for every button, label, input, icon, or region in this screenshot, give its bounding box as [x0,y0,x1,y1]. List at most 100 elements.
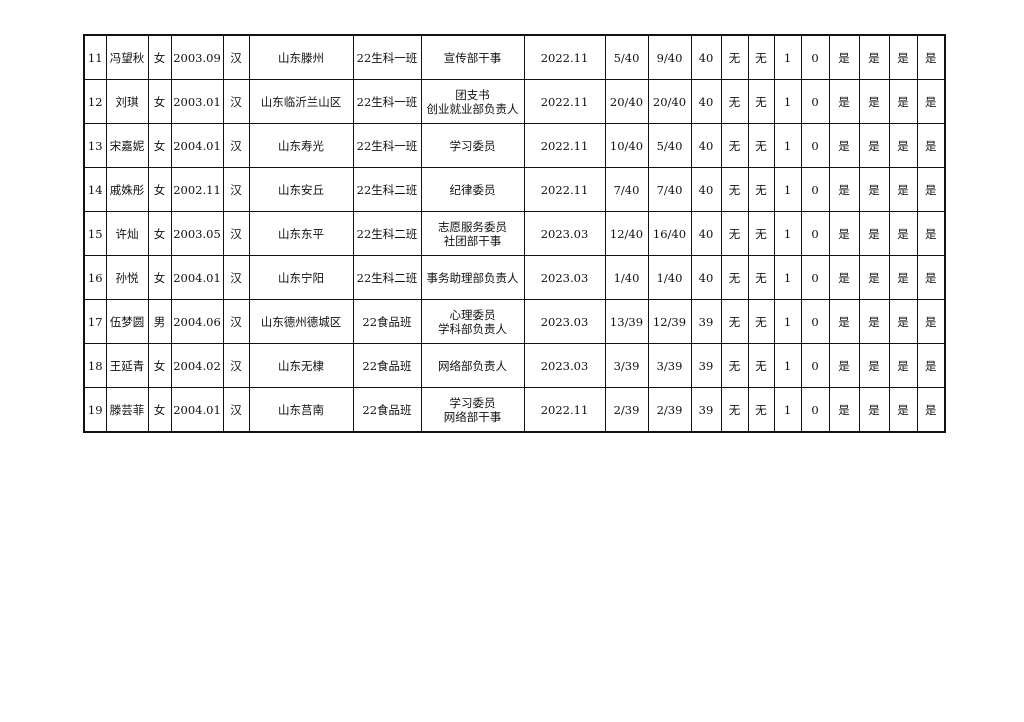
position-line: 事务助理部负责人 [426,270,519,285]
position-line: 创业就业部负责人 [426,101,519,116]
cell-field-3: 1 [773,255,802,300]
cell-position: 心理委员 学科部负责人 [420,299,525,344]
cell-field-1: 无 [720,255,749,300]
cell-check-2: 是 [858,387,890,433]
cell-position: 网络部负责人 [420,343,525,388]
cell-date: 2022.11 [523,123,606,168]
cell-class: 22生科一班 [352,123,422,168]
cell-ethnicity: 汉 [222,255,250,300]
cell-check-4: 是 [916,167,946,212]
cell-index: 12 [83,79,107,124]
cell-field-3: 1 [773,211,802,256]
cell-field-3: 1 [773,299,802,344]
cell-field-2: 无 [747,387,775,433]
cell-total: 40 [690,79,722,124]
cell-rank-b: 5/40 [647,123,692,168]
cell-gender: 女 [147,34,172,80]
cell-total: 40 [690,211,722,256]
position-line: 纪律委员 [449,182,496,197]
cell-field-3: 1 [773,123,802,168]
cell-gender: 女 [147,79,172,124]
cell-hometown: 山东临沂兰山区 [248,79,354,124]
position-line: 学科部负责人 [438,321,507,336]
cell-rank-a: 20/40 [604,79,649,124]
student-table: 11 冯望秋女 2003.09 汉山东滕州 22生科一班 宣传部干事 2022.11 5/40… [83,34,946,433]
cell-birth: 2003.01 [170,79,224,124]
cell-rank-b: 16/40 [647,211,692,256]
cell-rank-b: 20/40 [647,79,692,124]
cell-date: 2023.03 [523,343,606,388]
cell-rank-a: 12/40 [604,211,649,256]
cell-rank-b: 1/40 [647,255,692,300]
cell-index: 19 [83,387,107,433]
cell-field-2: 无 [747,255,775,300]
cell-check-2: 是 [858,123,890,168]
cell-field-1: 无 [720,79,749,124]
cell-hometown: 山东寿光 [248,123,354,168]
cell-class: 22食品班 [352,387,422,433]
cell-name: 冯望秋 [105,34,149,80]
cell-total: 39 [690,343,722,388]
cell-date: 2022.11 [523,167,606,212]
cell-field-3: 1 [773,34,802,80]
position-line: 社团部干事 [443,233,502,248]
table-row: 13 宋嘉妮女 2004.01 汉山东寿光 22生科一班 学习委员 2022.11 10/40… [83,123,946,168]
cell-total: 40 [690,123,722,168]
cell-total: 39 [690,299,722,344]
cell-index: 13 [83,123,107,168]
cell-check-1: 是 [828,387,860,433]
cell-class: 22生科一班 [352,34,422,80]
position-line: 学习委员 [449,138,496,153]
cell-check-4: 是 [916,343,946,388]
cell-hometown: 山东东平 [248,211,354,256]
cell-check-4: 是 [916,79,946,124]
cell-total: 40 [690,255,722,300]
cell-field-1: 无 [720,387,749,433]
cell-name: 王延青 [105,343,149,388]
cell-check-3: 是 [888,79,918,124]
cell-ethnicity: 汉 [222,211,250,256]
cell-field-4: 0 [800,255,830,300]
cell-position: 事务助理部负责人 [420,255,525,300]
cell-field-4: 0 [800,123,830,168]
cell-gender: 女 [147,167,172,212]
cell-rank-a: 2/39 [604,387,649,433]
cell-date: 2022.11 [523,34,606,80]
position-line: 志愿服务委员 [438,219,507,234]
cell-check-3: 是 [888,387,918,433]
cell-ethnicity: 汉 [222,387,250,433]
position-line: 学习委员 [449,395,496,410]
cell-position: 团支书 创业就业部负责人 [420,79,525,124]
cell-rank-b: 2/39 [647,387,692,433]
cell-check-2: 是 [858,34,890,80]
cell-hometown: 山东滕州 [248,34,354,80]
table-row: 17 伍梦圆男 2004.06 汉山东德州德城区 22食品班 心理委员 学科部负责人 2023… [83,299,946,344]
cell-check-3: 是 [888,34,918,80]
cell-check-1: 是 [828,211,860,256]
cell-field-2: 无 [747,211,775,256]
cell-field-2: 无 [747,167,775,212]
cell-check-2: 是 [858,79,890,124]
cell-check-2: 是 [858,211,890,256]
position-line: 网络部干事 [443,409,502,424]
cell-check-3: 是 [888,123,918,168]
cell-name: 滕芸菲 [105,387,149,433]
cell-birth: 2003.09 [170,34,224,80]
cell-ethnicity: 汉 [222,299,250,344]
cell-gender: 女 [147,255,172,300]
cell-rank-a: 5/40 [604,34,649,80]
cell-check-1: 是 [828,34,860,80]
cell-index: 18 [83,343,107,388]
cell-gender: 女 [147,211,172,256]
cell-rank-a: 7/40 [604,167,649,212]
cell-rank-b: 3/39 [647,343,692,388]
cell-class: 22生科二班 [352,167,422,212]
cell-field-4: 0 [800,211,830,256]
cell-field-2: 无 [747,34,775,80]
cell-name: 刘琪 [105,79,149,124]
cell-rank-b: 9/40 [647,34,692,80]
table-row: 12 刘琪女 2003.01 汉山东临沂兰山区 22生科一班 团支书 创业就业部负责人 202… [83,79,946,124]
cell-birth: 2003.05 [170,211,224,256]
table-row: 18 王延青女 2004.02 汉山东无棣 22食品班 网络部负责人 2023.03 3/39… [83,343,946,388]
cell-rank-a: 13/39 [604,299,649,344]
